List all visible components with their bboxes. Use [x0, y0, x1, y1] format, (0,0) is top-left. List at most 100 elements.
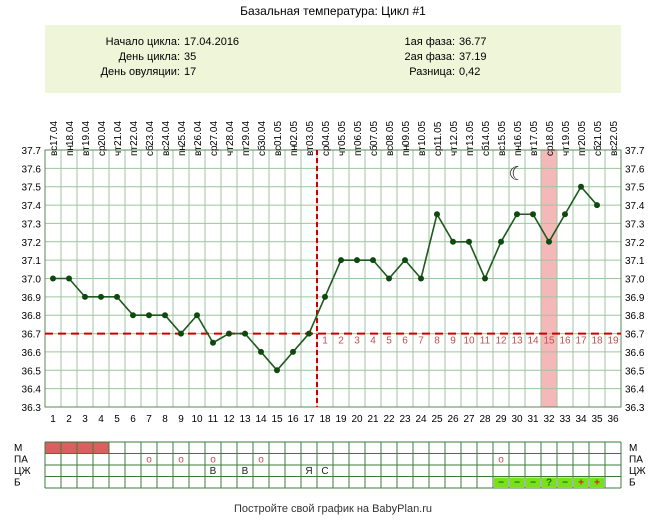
temperature-point: [194, 312, 200, 319]
temperature-point: [98, 293, 104, 300]
post-ovulation-day-label: 19: [607, 336, 619, 347]
pregnancy-test-mark: ?: [546, 478, 552, 489]
date-label: 27.04: [209, 121, 220, 146]
post-ovulation-day-label: 18: [591, 336, 603, 347]
date-label: 20.05: [577, 121, 588, 146]
czh-mark: В: [210, 466, 217, 477]
day-number-label: 12: [223, 414, 235, 425]
date-label: 11.05: [433, 121, 444, 146]
weekday-label: пт: [465, 146, 476, 156]
day-number-label: 32: [543, 414, 555, 425]
menstruation-cell: [77, 442, 93, 454]
temperature-point: [546, 238, 552, 245]
day-number-label: 31: [527, 414, 539, 425]
day-number-label: 33: [559, 414, 571, 425]
plot-frame: [44, 149, 622, 408]
temperature-point: [242, 330, 248, 337]
y-tick-label-left: 37.2: [22, 238, 42, 249]
chart-title: Базальная температура: Цикл #1: [240, 4, 426, 18]
day-number-label: 25: [431, 414, 443, 425]
temperature-point: [482, 275, 488, 282]
footer-text: Постройте свой график на BabyPlan.ru: [234, 503, 432, 515]
temperature-point: [338, 257, 344, 264]
y-tick-label-right: 37.2: [625, 238, 645, 249]
y-tick-label-left: 36.3: [22, 403, 42, 414]
weekday-label: чт: [449, 146, 460, 156]
date-label: 09.05: [401, 121, 412, 146]
weekday-label: сб: [144, 145, 156, 156]
temperature-point: [114, 293, 120, 300]
date-label: 17.04: [49, 121, 60, 146]
day-number-label: 9: [178, 414, 184, 425]
post-ovulation-day-label: 13: [511, 336, 523, 347]
temperature-point: [386, 275, 392, 282]
weekday-label: вт: [193, 146, 204, 156]
weekday-label: сб: [256, 145, 268, 156]
date-label: 03.05: [305, 121, 316, 146]
y-tick-label-left: 37.1: [22, 256, 42, 267]
date-label: 06.05: [353, 121, 364, 146]
date-label: 18.05: [545, 121, 556, 146]
weekday-label: чт: [113, 146, 124, 156]
date-label: 13.05: [465, 121, 476, 146]
date-label: 14.05: [481, 121, 492, 146]
day-number-label: 2: [66, 414, 72, 425]
date-label: 26.04: [193, 121, 204, 146]
date-label: 05.05: [337, 121, 348, 146]
y-tick-label-right: 36.6: [625, 348, 645, 359]
pregnancy-test-mark: +: [578, 478, 584, 489]
date-label: 30.04: [257, 121, 268, 146]
temperature-point: [514, 211, 520, 218]
row-label-left: М: [14, 443, 22, 454]
weekday-label: чт: [561, 146, 572, 156]
post-ovulation-day-label: 16: [559, 336, 571, 347]
weekday-label: вс: [161, 146, 172, 156]
pregnancy-test-cell: [510, 477, 524, 487]
temperature-point: [82, 293, 88, 300]
weekday-label: пн: [177, 145, 188, 156]
row-label-left: ПА: [14, 455, 28, 466]
pregnancy-test-cell: [494, 477, 508, 487]
day-number-label: 28: [479, 414, 491, 425]
day-number-label: 19: [335, 414, 347, 425]
weekday-label: ср: [321, 145, 332, 156]
temperature-point: [306, 330, 312, 337]
y-tick-label-left: 37.4: [22, 201, 42, 212]
weekday-label: вс: [273, 146, 284, 156]
menstruation-cell: [45, 442, 61, 454]
weekday-label: ср: [97, 145, 108, 156]
weekday-label: вс: [609, 146, 620, 156]
post-ovulation-day-label: 11: [480, 336, 491, 347]
y-tick-label-right: 37.6: [625, 164, 645, 175]
date-label: 21.05: [593, 121, 604, 146]
y-tick-label-right: 37.5: [625, 183, 645, 194]
date-label: 15.05: [497, 121, 508, 146]
temperature-point: [354, 257, 360, 264]
day-number-label: 26: [447, 414, 459, 425]
y-tick-label-right: 37.4: [625, 201, 645, 212]
pregnancy-test-mark: +: [594, 478, 600, 489]
weekday-label: чт: [337, 146, 348, 156]
y-tick-label-left: 36.5: [22, 366, 42, 377]
post-ovulation-day-label: 15: [543, 336, 555, 347]
day-number-label: 21: [367, 414, 379, 425]
day-number-label: 7: [146, 414, 152, 425]
day-number-label: 36: [607, 414, 619, 425]
weekday-label: пн: [65, 145, 76, 156]
date-label: 24.04: [161, 121, 172, 146]
day-number-label: 11: [208, 414, 219, 425]
cycle-day-value: 35: [184, 51, 196, 63]
post-ovulation-day-label: 8: [434, 336, 440, 347]
temperature-point: [290, 348, 296, 355]
post-ovulation-day-label: 4: [370, 336, 376, 347]
post-ovulation-day-label: 2: [338, 336, 344, 347]
y-tick-label-left: 37.3: [22, 219, 42, 230]
date-label: 12.05: [449, 121, 460, 146]
day-number-label: 35: [591, 414, 603, 425]
y-tick-label-right: 37.7: [625, 146, 645, 157]
temperature-point: [402, 257, 408, 264]
difference-label: Разница:: [409, 66, 455, 78]
moon-icon: ☾: [508, 164, 525, 185]
date-label: 07.05: [369, 121, 380, 146]
difference-value: 0,42: [459, 66, 480, 78]
